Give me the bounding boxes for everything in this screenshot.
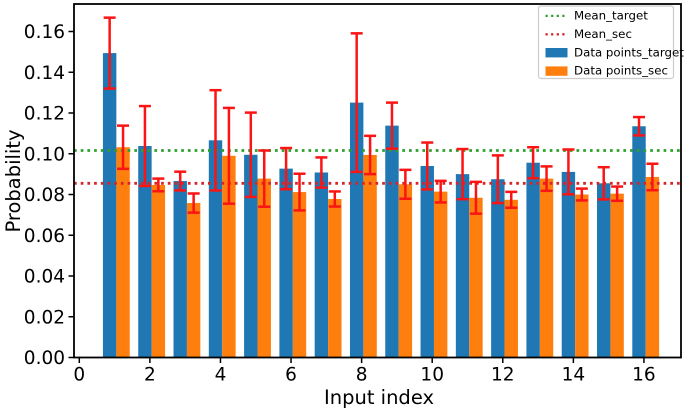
bar-sec-1 <box>116 147 130 358</box>
bar-target-11 <box>455 174 470 358</box>
bar-target-3 <box>173 181 187 358</box>
bar-sec-4 <box>222 155 236 358</box>
legend: Mean_target Mean_sec Data points_target Dat… <box>537 5 684 80</box>
plot-frame <box>73 3 682 359</box>
bar-target-12 <box>491 179 505 358</box>
bar-target-8 <box>349 102 364 358</box>
bar-sec-14 <box>575 194 589 358</box>
y-tick-label: 0.00 <box>24 348 65 369</box>
x-tick-label: 8 <box>356 365 368 386</box>
bar-sec-12 <box>504 199 518 358</box>
y-tick-label: 0.14 <box>24 63 65 84</box>
bar-sec-16 <box>645 176 660 358</box>
x-tick-label: 2 <box>144 365 156 386</box>
error-bars-layer <box>103 16 659 215</box>
bar-target-4 <box>208 140 223 358</box>
legend-box <box>537 5 675 80</box>
legend-key-data-points-target <box>545 48 568 58</box>
x-tick-label: 10 <box>420 365 444 386</box>
legend-label-mean-target: Mean_target <box>574 9 648 23</box>
bar-target-1 <box>102 53 117 358</box>
bar-target-7 <box>314 172 329 358</box>
bar-target-14 <box>561 171 576 358</box>
bar-sec-10 <box>433 191 448 358</box>
mean-lines-layer <box>74 149 681 185</box>
x-axis-label: Input index <box>324 386 434 409</box>
x-tick-label: 14 <box>562 365 586 386</box>
y-axis-label: Probability <box>2 129 25 232</box>
y-tick-label: 0.08 <box>24 185 65 206</box>
y-tick-label: 0.04 <box>24 267 65 288</box>
bar-sec-15 <box>610 193 624 358</box>
bar-target-10 <box>420 165 434 358</box>
bar-sec-13 <box>539 178 554 358</box>
bar-sec-11 <box>469 197 483 358</box>
legend-key-data-points-sec <box>545 66 568 76</box>
y-tick-label: 0.02 <box>24 307 65 328</box>
bar-target-9 <box>385 125 399 358</box>
bar-sec-9 <box>398 184 413 358</box>
y-tick-label: 0.06 <box>24 226 65 247</box>
bar-target-15 <box>597 183 611 358</box>
axes-layer: 0 2 4 6 8 10 12 14 16 0.00 0.02 0.04 0.06 0.08 0.10 0.1… <box>24 3 682 386</box>
bar-target-13 <box>526 162 540 358</box>
y-tick-label: 0.16 <box>24 22 65 43</box>
bar-target-2 <box>138 146 152 358</box>
y-tick-label: 0.10 <box>24 144 65 165</box>
bar-target-16 <box>632 126 646 358</box>
x-tick-label: 16 <box>632 365 656 386</box>
legend-label-mean-sec: Mean_sec <box>574 27 632 41</box>
legend-label-data-points-sec: Data points_sec <box>574 64 668 78</box>
bar-sec-8 <box>363 154 377 358</box>
bar-sec-3 <box>186 203 201 358</box>
bar-sec-5 <box>257 178 271 358</box>
bars-layer <box>102 53 660 358</box>
bar-sec-2 <box>151 184 166 358</box>
x-tick-label: 12 <box>491 365 515 386</box>
bar-target-5 <box>244 154 258 358</box>
x-tick-label: 6 <box>285 365 297 386</box>
x-tick-label: 4 <box>215 365 227 386</box>
bar-target-6 <box>279 168 293 358</box>
bar-sec-7 <box>328 198 342 358</box>
y-tick-label: 0.12 <box>24 104 65 125</box>
legend-label-data-points-target: Data points_target <box>574 45 684 59</box>
x-tick-label: 0 <box>73 365 85 386</box>
bar-sec-6 <box>292 192 307 358</box>
